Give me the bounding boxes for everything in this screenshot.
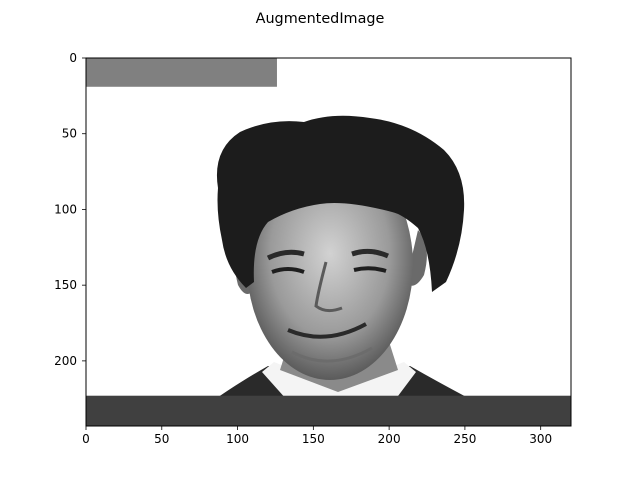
x-tick-label: 100 bbox=[226, 432, 249, 446]
y-tick-label: 50 bbox=[62, 127, 77, 141]
occlusion-rect-bottom bbox=[86, 395, 571, 426]
nose bbox=[314, 261, 343, 313]
x-tick-label: 150 bbox=[302, 432, 325, 446]
y-tick-label: 0 bbox=[69, 51, 77, 65]
right-eye bbox=[353, 266, 387, 273]
y-tick-label: 100 bbox=[54, 202, 77, 216]
chin-shadow bbox=[291, 346, 373, 363]
x-tick-label: 200 bbox=[378, 432, 401, 446]
y-tick-label: 150 bbox=[54, 278, 77, 292]
plot-area bbox=[86, 58, 571, 426]
left-eye bbox=[271, 267, 305, 274]
x-tick-label: 250 bbox=[453, 432, 476, 446]
hair bbox=[216, 115, 465, 292]
y-tick-label: 200 bbox=[54, 354, 77, 368]
occlusion-rect-top bbox=[86, 58, 277, 87]
collar bbox=[262, 362, 416, 400]
x-tick-label: 0 bbox=[82, 432, 90, 446]
y-axis: 0 50 100 150 200 bbox=[54, 51, 86, 368]
x-tick-label: 50 bbox=[154, 432, 169, 446]
left-brow bbox=[266, 249, 305, 261]
face-photo bbox=[214, 115, 472, 400]
x-tick-label: 300 bbox=[529, 432, 552, 446]
x-axis: 0 50 100 150 200 250 300 bbox=[82, 426, 552, 446]
chart-title: AugmentedImage bbox=[256, 11, 385, 27]
axes-frame bbox=[85, 57, 572, 427]
right-brow bbox=[351, 248, 390, 259]
mouth bbox=[287, 322, 367, 339]
